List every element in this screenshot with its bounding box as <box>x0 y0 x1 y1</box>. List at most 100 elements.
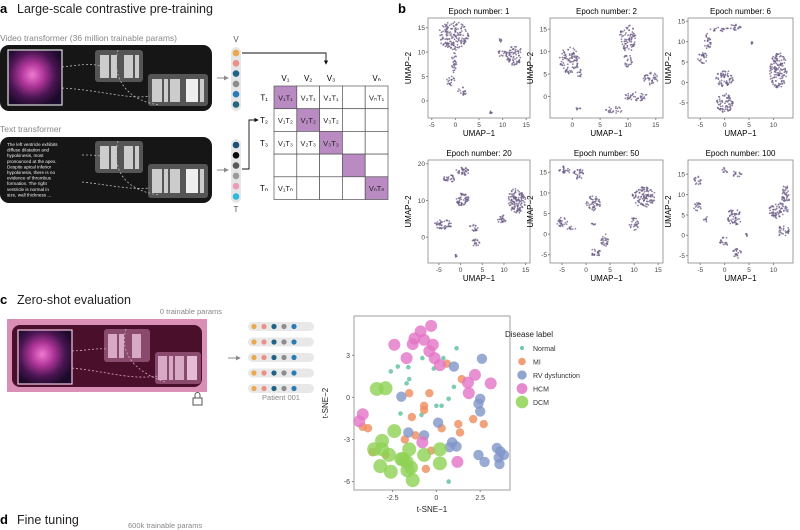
umap-point <box>517 189 519 192</box>
umap-point <box>595 198 598 201</box>
x-tick-label: 2.5 <box>475 495 485 502</box>
umap-point <box>730 80 733 83</box>
umap-point <box>443 177 445 180</box>
series-normal <box>388 345 459 484</box>
umap-point <box>576 174 579 176</box>
umap-point <box>448 82 450 85</box>
umap-point <box>718 80 721 83</box>
umap-point <box>447 225 449 228</box>
umap-point <box>771 66 773 68</box>
umap-point <box>738 211 741 214</box>
umap-point <box>705 56 708 58</box>
umap-point <box>440 224 443 227</box>
umap-plot-title: Epoch number: 6 <box>710 7 771 16</box>
umap-point <box>515 60 518 63</box>
umap-cluster <box>745 232 748 237</box>
umap-point <box>501 50 504 53</box>
y-tick-label: 0 <box>346 395 350 402</box>
umap-point <box>694 176 697 179</box>
umap-point <box>565 57 568 60</box>
umap-point <box>734 254 737 257</box>
umap-point <box>629 35 632 37</box>
umap-cluster <box>697 52 708 65</box>
umap-point <box>460 39 463 42</box>
umap-point <box>746 235 748 237</box>
scatter-point <box>387 424 402 439</box>
umap-point <box>594 198 597 200</box>
umap-point <box>734 248 737 251</box>
umap-point <box>514 198 517 201</box>
umap-point <box>458 37 460 39</box>
umap-point <box>453 34 456 36</box>
umap-point <box>715 77 717 80</box>
umap-point <box>510 51 512 54</box>
umap-point <box>591 202 593 205</box>
umap-point <box>622 45 625 48</box>
umap-point <box>464 37 467 40</box>
umap-point <box>561 56 564 59</box>
umap-point <box>620 30 622 32</box>
umap-point <box>731 104 734 107</box>
scatter-point <box>388 338 401 351</box>
umap-point <box>782 205 785 208</box>
umap-point <box>475 228 478 231</box>
umap-point <box>716 101 719 103</box>
umap-ylabel: UMAP−2 <box>404 195 413 228</box>
umap-point <box>445 37 448 40</box>
umap-point <box>782 74 785 77</box>
umap-point <box>459 33 462 36</box>
umap-point <box>511 193 514 196</box>
matrix-cell-positive <box>342 153 366 178</box>
umap-point <box>729 97 731 99</box>
umap-point <box>695 204 698 207</box>
umap-point <box>462 90 465 93</box>
umap-point <box>475 244 478 247</box>
umap-point <box>520 194 523 197</box>
umap-point <box>718 98 721 101</box>
umap-point <box>622 34 625 37</box>
umap-point <box>577 75 579 77</box>
umap-point <box>564 53 567 56</box>
umap-point <box>702 218 705 221</box>
patient-embedding-row <box>248 384 314 393</box>
umap-point <box>737 27 740 30</box>
umap-point <box>600 241 603 244</box>
umap-point <box>562 171 565 173</box>
umap-xlabel: UMAP−1 <box>590 129 623 138</box>
umap-point <box>593 248 596 251</box>
y-tick-label: 5 <box>543 211 547 218</box>
umap-point <box>699 179 702 181</box>
video-embedding-dot <box>232 49 240 57</box>
umap-point <box>601 243 604 246</box>
umap-point <box>503 50 506 53</box>
umap-point <box>778 66 780 69</box>
umap-point <box>556 222 559 225</box>
umap-point <box>477 244 480 247</box>
umap-point <box>774 80 777 82</box>
y-tick-label: 20 <box>418 161 426 168</box>
umap-point <box>725 92 728 95</box>
umap-cluster <box>507 187 527 214</box>
scatter-point <box>395 364 401 369</box>
umap-point <box>778 209 781 212</box>
umap-point <box>448 24 451 27</box>
patient-embedding-dot <box>251 370 257 376</box>
umap-point <box>723 168 726 171</box>
report-line: evidence of thrombus <box>7 176 52 181</box>
umap-point <box>564 169 567 172</box>
umap-point <box>726 84 729 87</box>
umap-point <box>451 57 454 60</box>
umap-point <box>779 52 782 55</box>
umap-point <box>476 227 479 229</box>
matrix-cell <box>342 131 366 155</box>
umap-point <box>729 214 731 217</box>
umap-point <box>637 204 639 207</box>
matrix-cell <box>342 176 366 200</box>
x-tick-label: 10 <box>500 267 508 274</box>
umap-point <box>436 226 439 229</box>
umap-point <box>462 94 465 96</box>
umap-point <box>461 86 464 89</box>
umap-point <box>781 77 783 80</box>
umap-point <box>716 72 719 75</box>
